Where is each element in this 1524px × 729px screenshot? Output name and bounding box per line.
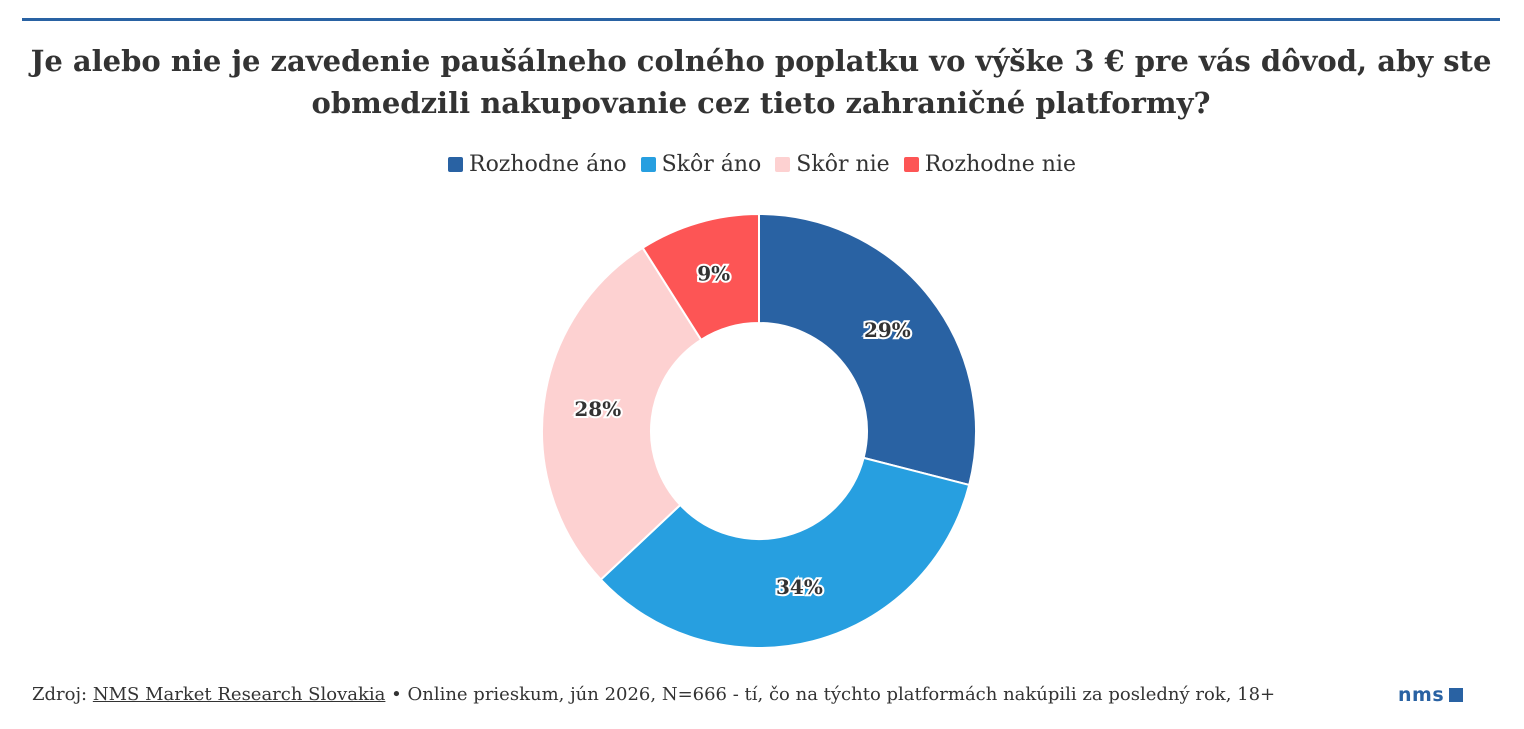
slice-data-label: 9% bbox=[697, 261, 730, 285]
source-details: • Online prieskum, jún 2026, N=666 - tí,… bbox=[385, 684, 1276, 705]
legend-swatch bbox=[640, 157, 656, 172]
top-rule bbox=[22, 18, 1500, 21]
legend-item-skor-nie[interactable]: Skôr nie bbox=[775, 152, 890, 177]
legend-label: Skôr áno bbox=[661, 152, 762, 177]
legend-swatch bbox=[448, 157, 463, 172]
legend-item-skor-ano[interactable]: Skôr áno bbox=[640, 152, 762, 177]
source-prefix: Zdroj: bbox=[32, 684, 93, 705]
legend: Rozhodne áno Skôr áno Skôr nie Rozhodne … bbox=[0, 152, 1524, 177]
nms-logo: nms bbox=[1398, 684, 1464, 706]
logo-text: nms bbox=[1398, 684, 1445, 706]
slice-data-label: 28% bbox=[574, 397, 621, 421]
donut-slice-3[interactable] bbox=[541, 246, 703, 581]
source-link[interactable]: NMS Market Research Slovakia bbox=[92, 684, 386, 705]
legend-label: Skôr nie bbox=[796, 152, 890, 177]
slice-data-label: 29% bbox=[864, 318, 911, 342]
legend-label: Rozhodne nie bbox=[924, 152, 1076, 177]
chart-title: Je alebo nie je zavedenie paušálneho col… bbox=[30, 44, 1492, 120]
donut-slice-4[interactable] bbox=[641, 212, 760, 342]
square-icon bbox=[1449, 688, 1464, 702]
legend-swatch bbox=[775, 157, 791, 172]
source-note: Zdroj: NMS Market Research Slovakia • On… bbox=[32, 684, 1275, 705]
legend-item-rozhodne-nie[interactable]: Rozhodne nie bbox=[903, 152, 1076, 177]
legend-item-rozhodne-ano[interactable]: Rozhodne áno bbox=[448, 152, 627, 177]
legend-label: Rozhodne áno bbox=[469, 152, 627, 177]
donut-slice-1[interactable] bbox=[758, 212, 977, 487]
donut-slice-2[interactable] bbox=[599, 456, 971, 649]
legend-swatch bbox=[903, 157, 919, 172]
slice-data-label: 34% bbox=[776, 575, 823, 599]
